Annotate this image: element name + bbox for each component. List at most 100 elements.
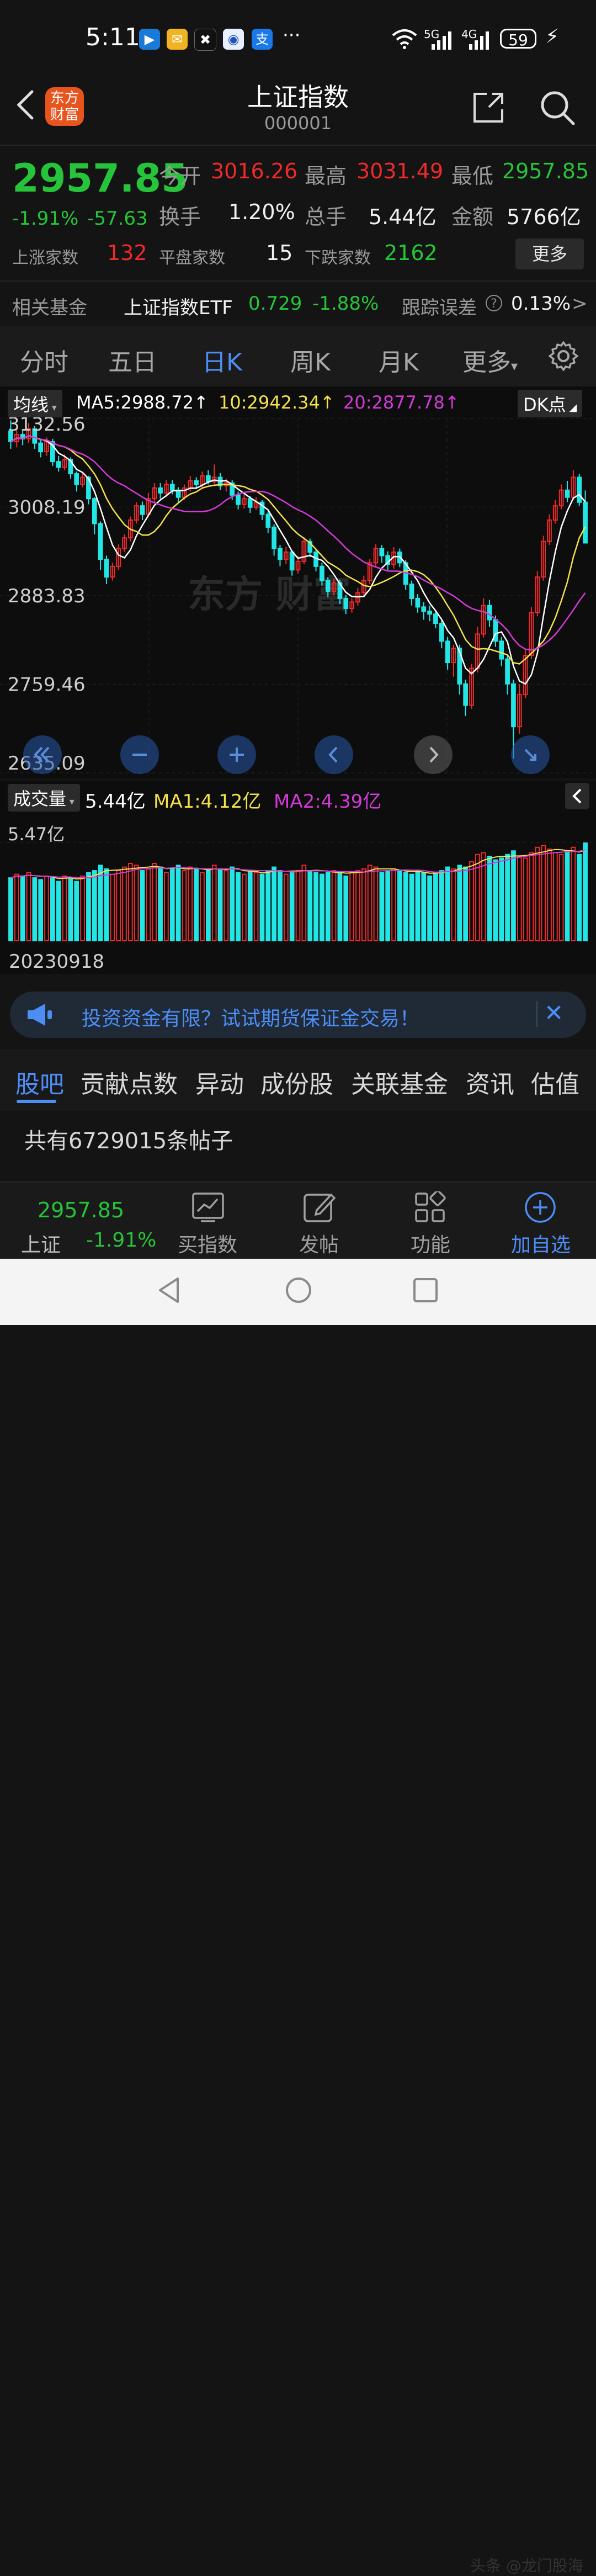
volume-bar — [242, 873, 247, 941]
volume-bar — [110, 873, 115, 941]
volume-bar — [523, 857, 528, 941]
gear-icon[interactable] — [547, 340, 579, 372]
chevron-right-icon[interactable]: > — [572, 293, 588, 315]
volume-bar — [439, 870, 444, 942]
zoom-out-double-button[interactable] — [23, 735, 62, 774]
tab-more[interactable]: 更多▾ — [462, 342, 518, 378]
tab-five-day[interactable]: 五日 — [108, 348, 157, 377]
ma20-line — [10, 435, 586, 651]
chevron-left-icon — [572, 788, 582, 804]
tab-intraday[interactable]: 分时 — [20, 348, 68, 377]
tab-valuation[interactable]: 估值 — [531, 1070, 579, 1099]
nav-back-icon[interactable] — [156, 1275, 183, 1305]
tab-contribution[interactable]: 贡献点数 — [81, 1070, 178, 1099]
volume-bar — [8, 877, 13, 941]
system-nav-bar: 头条 @龙门股海 — [0, 1259, 596, 2575]
buy-index-button[interactable]: 买指数 — [174, 1189, 246, 1257]
search-button[interactable] — [538, 88, 577, 127]
ma-selector[interactable]: 均线 ▾ — [8, 390, 62, 417]
volume-chart[interactable] — [0, 781, 596, 974]
caret-down-icon: ▾ — [66, 796, 74, 808]
close-icon[interactable]: ✕ — [544, 999, 564, 1026]
candle — [565, 489, 570, 498]
tab-daily-k[interactable]: 日K — [202, 348, 242, 377]
volume-bar — [146, 868, 151, 941]
volume-selector[interactable]: 成交量 ▾ — [8, 784, 80, 812]
volume-bar — [307, 870, 313, 942]
index-summary[interactable]: 2957.85 上证 -1.91% — [0, 1183, 160, 1259]
candle — [68, 459, 73, 475]
volume-bar — [236, 872, 241, 941]
volume-bar — [283, 873, 289, 941]
tab-weekly-k[interactable]: 周K — [290, 348, 331, 377]
candle — [122, 537, 127, 549]
chart-trend-icon — [192, 1192, 224, 1222]
change-value: -57.63 — [87, 208, 148, 230]
back-button[interactable] — [12, 88, 40, 121]
up-count-label: 上涨家数 — [12, 248, 78, 268]
volume-bar — [20, 875, 25, 941]
y-tick-label: 2759.46 — [8, 674, 86, 696]
candle — [439, 623, 444, 642]
tab-movements[interactable]: 异动 — [195, 1070, 244, 1099]
volume-bar — [529, 852, 534, 941]
add-watchlist-button[interactable]: 加自选 — [502, 1189, 579, 1257]
volume-ma1: MA1:4.12亿 — [153, 791, 262, 813]
volume-bar — [361, 868, 366, 941]
tab-news[interactable]: 资讯 — [466, 1070, 514, 1099]
y-tick-label: 3008.19 — [8, 497, 86, 519]
status-more-icon: ··· — [283, 24, 301, 46]
scroll-right-button[interactable] — [414, 735, 453, 774]
volume-bar — [152, 863, 157, 941]
candle — [409, 584, 414, 599]
fullscreen-button[interactable] — [511, 735, 550, 774]
share-button[interactable] — [470, 89, 507, 126]
tab-monthly-k[interactable]: 月K — [379, 348, 419, 377]
candle — [577, 476, 582, 503]
volume-bar — [577, 854, 582, 941]
battery-icon: 59 — [500, 29, 536, 49]
fullscreen-icon — [524, 749, 536, 761]
volume-bar — [158, 866, 163, 941]
volume-bar — [38, 879, 44, 942]
more-button[interactable]: 更多 — [515, 238, 584, 269]
tab-forum[interactable]: 股吧 — [15, 1070, 64, 1099]
volume-bar — [44, 875, 49, 941]
nav-home-icon[interactable] — [284, 1275, 313, 1305]
candle — [457, 648, 462, 685]
related-fund-name[interactable]: 上证指数ETF — [124, 297, 233, 319]
volume-bar — [68, 877, 73, 941]
candle — [92, 498, 97, 524]
volume-bar — [565, 850, 570, 942]
volume-bar — [343, 875, 349, 941]
dk-point-button[interactable]: DK点 ◢ — [518, 390, 583, 417]
ad-banner[interactable]: 投资资金有限？试试期货保证金交易！ ✕ — [10, 992, 586, 1038]
candle — [74, 473, 79, 485]
mail-icon: ✉ — [167, 29, 188, 50]
content-tabs: 股吧 贡献点数 异动 成份股 关联基金 资讯 估值 — [0, 1049, 596, 1111]
open-value: 3016.26 — [211, 159, 298, 183]
tab-constituents[interactable]: 成份股 — [260, 1070, 333, 1099]
nav-recents-icon[interactable] — [412, 1276, 439, 1304]
tab-related-funds[interactable]: 关联基金 — [351, 1070, 448, 1099]
period-tabs: 分时 五日 日K 周K 月K 更多▾ — [0, 326, 596, 391]
volume-bar — [230, 866, 235, 941]
collapse-panel-button[interactable] — [565, 783, 589, 809]
volume-bar — [325, 872, 331, 941]
change-percent: -1.91% — [12, 208, 79, 230]
open-label: 今开 — [159, 164, 201, 188]
candle — [62, 459, 67, 468]
zoom-in-button[interactable] — [217, 735, 256, 774]
candle — [26, 428, 31, 439]
candle — [379, 548, 385, 556]
post-button[interactable]: 发帖 — [290, 1189, 351, 1257]
kline-chart[interactable]: 东方 财富 3132.563008.192883.832759.462635.0… — [0, 386, 596, 778]
volume-bar — [403, 872, 408, 941]
candle — [169, 484, 175, 491]
functions-button[interactable]: 功能 — [401, 1189, 461, 1257]
volume-bar — [451, 868, 456, 941]
zoom-out-button[interactable] — [120, 735, 159, 774]
help-icon[interactable]: ? — [486, 295, 502, 311]
ma20-label: 20:2877.78↑ — [343, 392, 460, 413]
scroll-left-button[interactable] — [315, 735, 353, 774]
